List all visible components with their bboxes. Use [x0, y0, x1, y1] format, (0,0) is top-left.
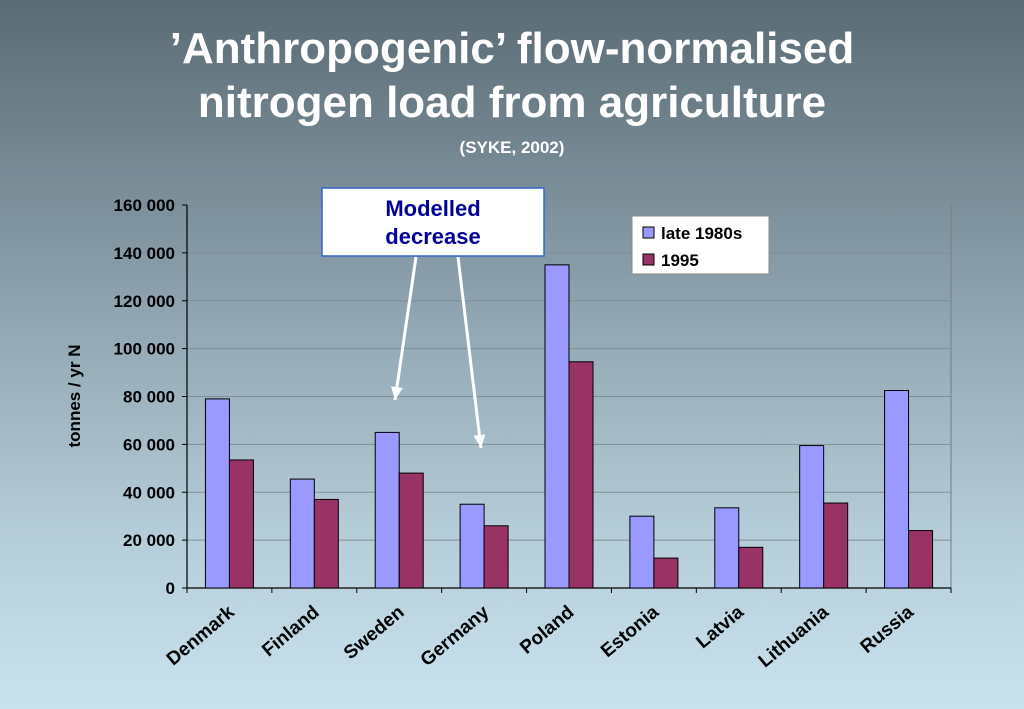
title-line-2: nitrogen load from agriculture — [197, 78, 827, 127]
bar-finland-1995 — [313, 498, 339, 589]
legend-label: late 1980s — [661, 224, 742, 243]
page-title: ’Anthropogenic’ flow-normalised nitrogen… — [0, 22, 1024, 130]
bar-estonia-1995 — [653, 557, 679, 589]
legend-label: 1995 — [661, 251, 699, 270]
arrow-to-germany-shaft — [456, 256, 483, 449]
bar-denmark-1995 — [228, 459, 254, 589]
x-tick-label: Lithuania — [755, 601, 834, 672]
legend-swatch — [642, 253, 655, 266]
x-tick-label: Latvia — [692, 601, 748, 653]
bar-sweden-1995 — [398, 472, 424, 589]
x-tick-label: Denmark — [163, 601, 239, 670]
bar-latvia-1995 — [738, 546, 764, 589]
legend-box — [631, 215, 770, 275]
y-tick-label: 60 000 — [123, 435, 175, 454]
y-tick-label: 80 000 — [123, 388, 175, 407]
y-tick-label: 120 000 — [114, 292, 175, 311]
legend-swatch — [642, 226, 655, 239]
x-tick-label: Finland — [258, 602, 323, 662]
x-tick-label: Germany — [417, 601, 494, 670]
y-tick-label: 40 000 — [123, 483, 175, 502]
bar-finland-late-1980s — [289, 478, 315, 589]
y-tick-label: 160 000 — [114, 196, 175, 215]
x-tick-label: Estonia — [597, 601, 663, 661]
arrow-to-germany-head — [473, 434, 486, 448]
y-tick-label: 140 000 — [114, 244, 175, 263]
bar-lithuania-late-1980s — [799, 445, 825, 589]
callout-line-1: Modelled — [385, 196, 480, 221]
bar-denmark-late-1980s — [204, 398, 230, 589]
bar-latvia-late-1980s — [714, 507, 740, 589]
y-tick-label: 0 — [166, 579, 175, 598]
y-axis-label: tonnes / yr N — [65, 345, 84, 448]
bar-sweden-late-1980s — [374, 431, 400, 589]
y-tick-label: 20 000 — [123, 531, 175, 550]
bar-lithuania-1995 — [823, 502, 849, 589]
y-tick-label: 100 000 — [114, 340, 175, 359]
bar-germany-1995 — [483, 525, 509, 589]
arrow-to-sweden-head — [390, 386, 403, 400]
page-subtitle: (SYKE, 2002) — [459, 138, 565, 157]
callout-line-2: decrease — [385, 224, 480, 249]
title-line-1: ’Anthropogenic’ flow-normalised — [169, 24, 855, 73]
bar-germany-late-1980s — [459, 503, 485, 589]
bar-poland-late-1980s — [544, 264, 570, 589]
callout-box — [321, 187, 545, 257]
bar-russia-late-1980s — [884, 390, 910, 589]
arrow-to-sweden-shaft — [393, 256, 418, 401]
bar-russia-1995 — [908, 530, 934, 589]
bar-estonia-late-1980s — [629, 515, 655, 589]
x-tick-label: Sweden — [340, 602, 409, 664]
x-tick-label: Russia — [857, 601, 919, 657]
x-tick-label: Poland — [516, 602, 578, 659]
bar-poland-1995 — [568, 361, 594, 589]
